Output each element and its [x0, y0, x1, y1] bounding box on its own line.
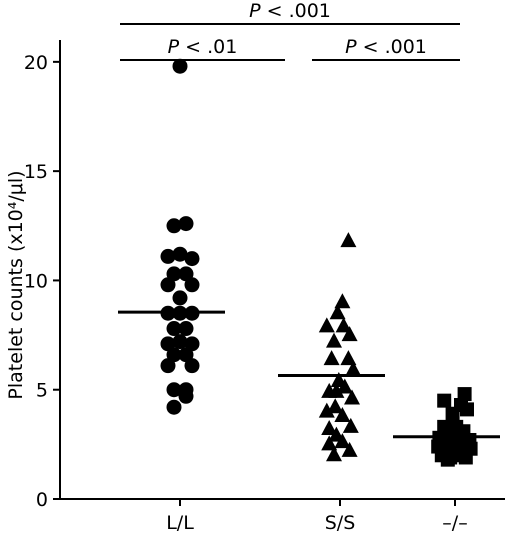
data-point-circle: [184, 358, 200, 374]
data-point-circle: [178, 388, 194, 404]
significance-label: P < .001: [345, 36, 427, 58]
data-point-square: [440, 452, 455, 467]
data-point-triangle: [329, 304, 346, 320]
data-point-circle: [166, 347, 182, 363]
data-point-triangle: [321, 435, 338, 451]
data-point-square: [437, 393, 452, 408]
data-point-circle: [172, 334, 188, 350]
data-point-circle: [172, 58, 188, 74]
y-tick-label: 5: [36, 380, 48, 402]
data-point-triangle: [342, 417, 359, 433]
data-point-circle: [160, 358, 176, 374]
significance-label: P < .01: [168, 36, 238, 58]
data-point-triangle: [341, 326, 358, 342]
x-axis: L/L S/S –/–: [60, 498, 505, 534]
data-point-triangle: [341, 441, 358, 457]
y-tick-label: 20: [24, 52, 48, 74]
data-point-square: [460, 402, 474, 417]
data-points: [160, 58, 478, 467]
data-point-circle: [160, 277, 176, 293]
significance-label: P < .001: [249, 0, 331, 22]
data-point-triangle: [318, 317, 335, 333]
data-point-circle: [160, 248, 176, 264]
data-point-circle: [166, 266, 182, 282]
data-point-circle: [166, 399, 182, 415]
data-point-circle: [172, 246, 188, 262]
data-point-triangle: [335, 317, 352, 333]
data-point-circle: [166, 218, 182, 234]
data-point-triangle: [334, 293, 351, 309]
mean-lines: [118, 310, 500, 439]
data-point-circle: [160, 336, 176, 352]
y-tick-label: 0: [36, 489, 48, 511]
data-point-circle: [178, 216, 194, 232]
data-point-circle: [178, 321, 194, 337]
data-point-triangle: [344, 389, 360, 405]
data-point-circle: [178, 347, 194, 363]
y-axis-label: Platelet counts (x10⁴/μl): [5, 170, 27, 399]
data-point-circle: [166, 321, 182, 337]
data-point-triangle: [328, 382, 345, 398]
data-point-triangle: [336, 378, 353, 394]
data-point-triangle: [321, 420, 338, 436]
data-point-circle: [184, 251, 200, 267]
y-tick-label: 10: [24, 270, 48, 292]
data-point-square: [458, 450, 473, 465]
x-category-label: –/–: [442, 512, 467, 534]
significance-brackets: P < .001 P < .01 P < .001: [120, 0, 460, 61]
data-point-circle: [184, 277, 200, 293]
data-point-triangle: [334, 406, 351, 422]
data-point-square: [457, 387, 472, 402]
data-point-triangle: [327, 398, 344, 414]
x-category-label: S/S: [325, 512, 356, 534]
data-point-triangle: [340, 350, 357, 366]
data-point-circle: [178, 266, 194, 282]
y-axis: 0 5 10 15 20: [24, 40, 61, 511]
data-point-triangle: [334, 433, 351, 449]
data-point-circle: [184, 336, 200, 352]
data-point-triangle: [323, 350, 340, 366]
data-point-square: [445, 406, 460, 421]
data-point-triangle: [340, 232, 357, 248]
data-point-triangle: [326, 446, 342, 462]
y-tick-label: 15: [24, 161, 48, 183]
data-point-circle: [166, 382, 182, 398]
data-point-triangle: [345, 361, 362, 377]
data-point-circle: [172, 290, 188, 306]
data-point-triangle: [326, 332, 342, 348]
data-point-triangle: [318, 402, 335, 418]
x-category-label: L/L: [166, 512, 194, 534]
